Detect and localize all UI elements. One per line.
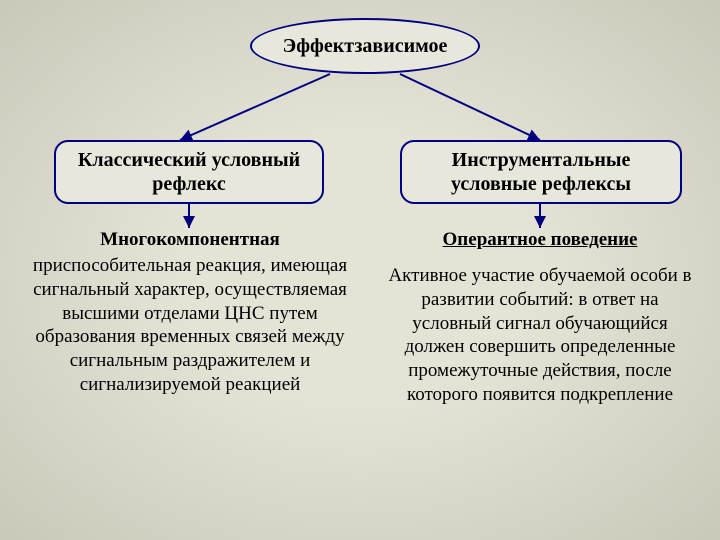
left-body-title-text: Многокомпонентная	[100, 229, 280, 250]
left-body-title: Многокомпонентная	[30, 228, 350, 252]
root-node-label: Эффектзависимое	[283, 35, 448, 58]
left-branch-node: Классический условный рефлекс	[54, 140, 324, 204]
left-body-text: приспособительная реакция, имеющая сигна…	[30, 254, 350, 397]
right-body-title-text: Оперантное поведение	[443, 229, 638, 250]
left-body-text-content: приспособительная реакция, имеющая сигна…	[33, 255, 347, 395]
right-body-text: Активное участие обучаемой особи в разви…	[380, 264, 700, 407]
right-branch-node: Инструментальные условные рефлексы	[400, 140, 682, 204]
right-body-text-content: Активное участие обучаемой особи в разви…	[388, 265, 691, 405]
right-body-title: Оперантное поведение	[380, 228, 700, 252]
right-branch-label: Инструментальные условные рефлексы	[408, 148, 674, 196]
root-node: Эффектзависимое	[250, 18, 480, 74]
left-branch-label: Классический условный рефлекс	[62, 148, 316, 196]
